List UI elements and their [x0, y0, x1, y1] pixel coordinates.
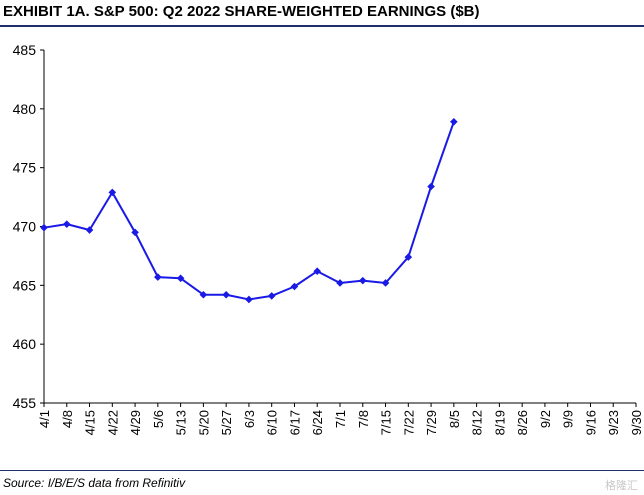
- data-point: [290, 282, 299, 291]
- data-point: [199, 290, 208, 299]
- x-tick-label: 5/13: [174, 410, 189, 435]
- data-point: [222, 290, 230, 299]
- x-tick-label: 6/10: [265, 410, 280, 435]
- data-point: [245, 295, 253, 304]
- chart-title: EXHIBIT 1A. S&P 500: Q2 2022 SHARE-WEIGH…: [3, 3, 480, 20]
- data-point: [450, 117, 458, 126]
- source-note: Source: I/B/E/S data from Refinitiv: [3, 476, 186, 490]
- x-tick-label: 9/16: [583, 410, 598, 435]
- x-tick-label: 5/20: [196, 410, 211, 435]
- x-tick-label: 7/8: [356, 410, 371, 428]
- y-tick-label: 470: [13, 219, 37, 235]
- data-point: [108, 188, 117, 197]
- x-tick-label: 9/2: [538, 410, 553, 428]
- data-point: [381, 279, 390, 287]
- y-tick-label: 475: [13, 160, 37, 176]
- line-chart: 455 460 465 470 475 480 485 4/1 4/8 4/15 4/22 4/29…: [13, 42, 644, 435]
- x-tick-label: 5/6: [151, 410, 166, 428]
- footer-rule: [0, 470, 644, 471]
- y-tick-label: 455: [13, 395, 37, 411]
- x-tick-label: 4/8: [60, 410, 75, 428]
- x-tick-label: 9/30: [629, 410, 644, 435]
- x-tick-label: 6/24: [310, 410, 325, 435]
- x-tick-label: 9/9: [561, 410, 576, 428]
- x-tick-label: 7/29: [424, 410, 439, 435]
- x-tick-label: 4/1: [37, 410, 52, 428]
- data-point: [404, 253, 413, 261]
- data-point: [85, 226, 94, 234]
- x-tick-label: 5/27: [219, 410, 234, 435]
- y-tick-label: 480: [13, 101, 37, 117]
- data-point: [313, 267, 322, 276]
- x-tick-label: 6/3: [242, 410, 257, 428]
- x-tick-label: 6/17: [287, 410, 302, 435]
- x-tick-label: 7/15: [379, 410, 394, 435]
- x-tick-label: 4/29: [128, 410, 143, 435]
- watermark-logo: 格隆汇: [605, 480, 638, 492]
- data-point: [131, 228, 139, 237]
- data-point: [40, 223, 48, 232]
- data-point: [427, 182, 435, 191]
- data-point: [336, 279, 344, 287]
- x-tick-label: 9/23: [606, 410, 621, 435]
- y-tick-label: 485: [13, 42, 37, 58]
- x-tick-label: 4/15: [83, 410, 98, 435]
- data-point: [176, 274, 185, 283]
- data-point: [62, 220, 71, 228]
- y-tick-label: 460: [13, 336, 37, 352]
- x-tick-label: 8/12: [470, 410, 485, 435]
- x-tick-label: 7/1: [333, 410, 348, 428]
- title-rule: [0, 25, 644, 27]
- x-tick-label: 4/22: [105, 410, 120, 435]
- x-tick-label: 8/5: [447, 410, 462, 428]
- x-tick-label: 8/26: [515, 410, 530, 435]
- data-point: [154, 273, 162, 281]
- x-tick-label: 8/19: [492, 410, 507, 435]
- y-tick-label: 465: [13, 277, 37, 293]
- x-tick-label: 7/22: [401, 410, 416, 435]
- data-point: [358, 276, 367, 285]
- series-line: [43, 121, 455, 301]
- data-point: [267, 292, 276, 300]
